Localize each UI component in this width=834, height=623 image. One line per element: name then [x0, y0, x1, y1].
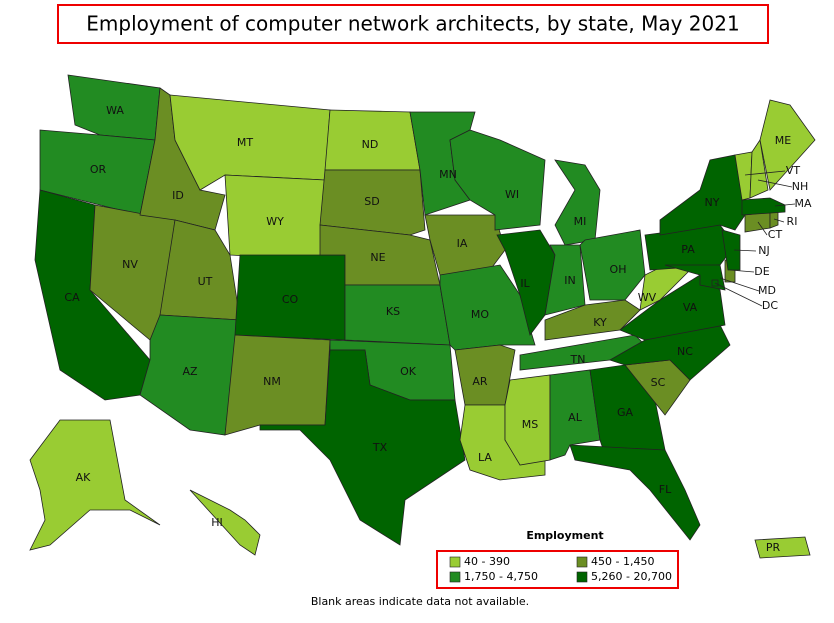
state — [759, 99, 816, 191]
state — [319, 169, 426, 236]
legend-box — [436, 550, 679, 589]
state-label: CA — [64, 291, 80, 304]
state-label: NH — [792, 180, 809, 193]
state-label: NC — [677, 345, 693, 358]
state — [259, 349, 466, 546]
state-label: KS — [386, 305, 400, 318]
state — [454, 344, 516, 406]
state-label: ME — [775, 134, 791, 147]
state — [496, 229, 556, 336]
leader-line — [773, 218, 785, 223]
state — [659, 154, 746, 236]
state-label: HI — [211, 516, 223, 529]
leader-line — [714, 282, 763, 307]
state-label: MO — [471, 308, 489, 321]
title: Employment of computer network architect… — [86, 12, 739, 36]
state-label: CT — [768, 228, 783, 241]
state-label: FL — [659, 483, 672, 496]
state-label: IL — [520, 277, 530, 290]
state-label: DE — [754, 265, 769, 278]
leader-line — [729, 269, 755, 273]
state-label: CO — [282, 293, 299, 306]
state — [449, 129, 546, 231]
state-label: MD — [758, 284, 776, 297]
state-label: AL — [568, 411, 583, 424]
state-label: PR — [766, 541, 781, 554]
state-label: UT — [198, 275, 213, 288]
state — [159, 219, 241, 321]
state-label: NV — [122, 258, 138, 271]
state-label: AR — [472, 375, 488, 388]
state-label: IN — [564, 274, 575, 287]
state-label: WY — [266, 215, 284, 228]
states: WA OR CA NV ID MT WY UT AZ CO NM ND SD NE KS OK TX MN IA MO… — [29, 74, 816, 559]
state-label: ID — [172, 189, 184, 202]
state — [754, 536, 811, 559]
leader-line — [774, 203, 796, 207]
state — [189, 489, 261, 556]
leader-line — [757, 179, 793, 188]
legend-label: 40 - 390 — [464, 555, 510, 568]
leader-line — [757, 221, 768, 236]
state-label: GA — [617, 406, 634, 419]
leader-line — [719, 277, 760, 292]
leader-line — [733, 249, 757, 252]
legend-label: 5,260 - 20,700 — [591, 570, 672, 583]
state-label: SC — [651, 376, 666, 389]
state-label: NJ — [758, 244, 769, 257]
legend: 40 - 390 450 - 1,450 1,750 - 4,750 5,260 - … — [449, 555, 672, 583]
state-label: AZ — [182, 365, 198, 378]
state — [29, 419, 161, 551]
state — [749, 138, 769, 199]
state — [544, 244, 586, 316]
state-label: TX — [372, 441, 388, 454]
legend-swatch — [449, 571, 461, 583]
state-label: PA — [681, 243, 695, 256]
state — [569, 444, 701, 541]
state-label: LA — [478, 451, 492, 464]
state-label: WA — [106, 104, 124, 117]
state — [664, 264, 726, 291]
state-label: OH — [610, 263, 627, 276]
state-label: DC — [762, 299, 778, 312]
note: Blank areas indicate data not available. — [311, 595, 529, 608]
state-label: IA — [457, 237, 468, 250]
legend-title: Employment — [526, 529, 603, 542]
state-label: MA — [794, 197, 811, 210]
legend-label: 450 - 1,450 — [591, 555, 654, 568]
state-label: OR — [90, 163, 107, 176]
state-label: WV — [638, 291, 657, 304]
state-label: RI — [787, 215, 798, 228]
state-label: MN — [439, 168, 457, 181]
state-label: NM — [263, 375, 281, 388]
state — [744, 211, 771, 233]
state-label: MS — [522, 418, 538, 431]
state-label: OK — [400, 365, 417, 378]
state-label: MI — [574, 215, 587, 228]
state-label: NY — [705, 196, 720, 209]
state-label: KY — [593, 316, 607, 329]
state — [741, 197, 786, 216]
state-label: TN — [570, 353, 586, 366]
state — [721, 229, 741, 271]
legend-swatch — [576, 571, 588, 583]
state-label: AK — [76, 471, 92, 484]
title-box — [57, 4, 769, 44]
state-label: WI — [505, 188, 519, 201]
legend-swatch — [449, 556, 461, 568]
state-label: ND — [362, 138, 379, 151]
state-label: VA — [683, 301, 698, 314]
state — [554, 159, 601, 246]
state-label: NE — [370, 251, 385, 264]
legend-label: 1,750 - 4,750 — [464, 570, 538, 583]
state-label: MT — [237, 136, 253, 149]
state-label: VT — [786, 164, 801, 177]
state-label: SD — [364, 195, 379, 208]
legend-swatch — [576, 556, 588, 568]
leader-line — [744, 170, 786, 176]
